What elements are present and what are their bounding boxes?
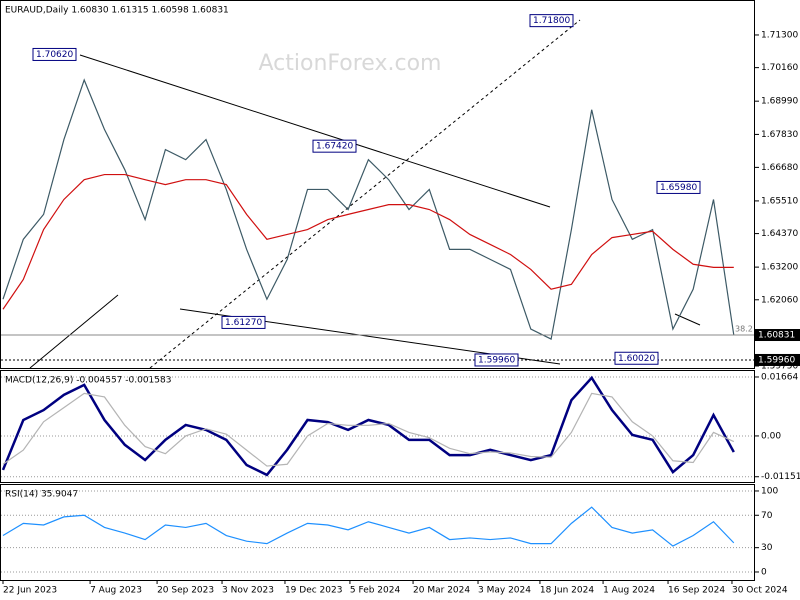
y-tick-label: 0.01664 — [761, 372, 798, 382]
annotation: 1.60020 — [618, 354, 655, 364]
panel-title: EURAUD,Daily 1.60830 1.61315 1.60598 1.6… — [5, 6, 229, 16]
annotation: 1.70620 — [36, 50, 73, 60]
trend-line — [79, 54, 551, 208]
price-tag: 1.59960 — [758, 355, 795, 365]
series-line — [2, 392, 735, 467]
annotation: 1.59960 — [478, 355, 515, 365]
series-line — [2, 173, 734, 310]
panel-title: RSI(14) 35.9047 — [5, 490, 78, 500]
trend-line — [29, 294, 119, 369]
price-tag: 1.60831 — [758, 331, 795, 341]
x-tick-label: 22 Jun 2023 — [3, 586, 57, 596]
x-tick-label: 19 Dec 2023 — [285, 586, 343, 596]
rsi-panel — [0, 484, 755, 581]
x-tick-label: 16 Sep 2024 — [668, 586, 725, 596]
x-tick-label: 1 Aug 2024 — [603, 586, 655, 596]
price-tag-bg — [755, 353, 800, 366]
x-tick-label: 3 Nov 2023 — [222, 586, 274, 596]
x-tick-label: 20 Sep 2023 — [157, 586, 214, 596]
x-tick-label: 20 Mar 2024 — [413, 586, 470, 596]
y-tick-label: 70 — [761, 511, 773, 521]
series-line — [1, 375, 735, 477]
y-tick-label: 1.64370 — [761, 229, 798, 239]
price-tag-bg — [755, 329, 800, 342]
y-tick-label: -0.011515 — [761, 472, 800, 482]
y-tick-label: 1.68990 — [761, 97, 798, 107]
y-tick-label: 0 — [761, 567, 767, 577]
y-tick-label: 30 — [761, 543, 773, 553]
y-tick-label: 100 — [761, 486, 778, 496]
annotation: 1.71800 — [533, 16, 570, 26]
y-tick-label: 1.70160 — [761, 63, 798, 73]
series-line — [2, 506, 735, 547]
annotation-box — [312, 139, 357, 153]
annotation-box — [614, 351, 659, 365]
annotation-box — [656, 180, 701, 194]
annotation: 1.65980 — [660, 183, 697, 193]
annotation-box — [32, 47, 77, 61]
y-tick-label: 1.62060 — [761, 295, 798, 305]
y-tick-label: 1.66680 — [761, 163, 798, 173]
x-tick-label: 3 May 2024 — [478, 586, 531, 596]
y-tick-label: 1.63200 — [761, 263, 798, 273]
y-tick-label: 1.71300 — [761, 30, 798, 40]
trend-line — [674, 313, 701, 326]
series-line — [2, 78, 735, 340]
annotation: 1.67420 — [316, 142, 353, 152]
x-tick-label: 5 Feb 2024 — [350, 586, 401, 596]
y-tick-label: 1.67830 — [761, 130, 798, 140]
y-tick-label: 1.59750 — [761, 361, 798, 371]
x-tick-label: 18 Jun 2024 — [540, 586, 594, 596]
trend-line — [149, 19, 581, 369]
macd-panel — [0, 370, 755, 483]
panel-title: MACD(12,26,9) -0.004557 -0.001583 — [5, 376, 171, 386]
annotation-box — [474, 353, 519, 367]
watermark: ActionForex.com — [259, 51, 442, 76]
x-tick-label: 7 Aug 2023 — [90, 586, 142, 596]
x-tick-label: 30 Oct 2024 — [732, 586, 788, 596]
annotation: 1.61270 — [225, 318, 262, 328]
price-panel — [0, 0, 755, 369]
annotation-box — [221, 315, 266, 329]
y-tick-label: 0.00 — [761, 431, 781, 441]
y-tick-label: 1.65510 — [761, 196, 798, 206]
annotation-box — [529, 14, 574, 28]
fib-label: 38.2 — [735, 325, 753, 334]
